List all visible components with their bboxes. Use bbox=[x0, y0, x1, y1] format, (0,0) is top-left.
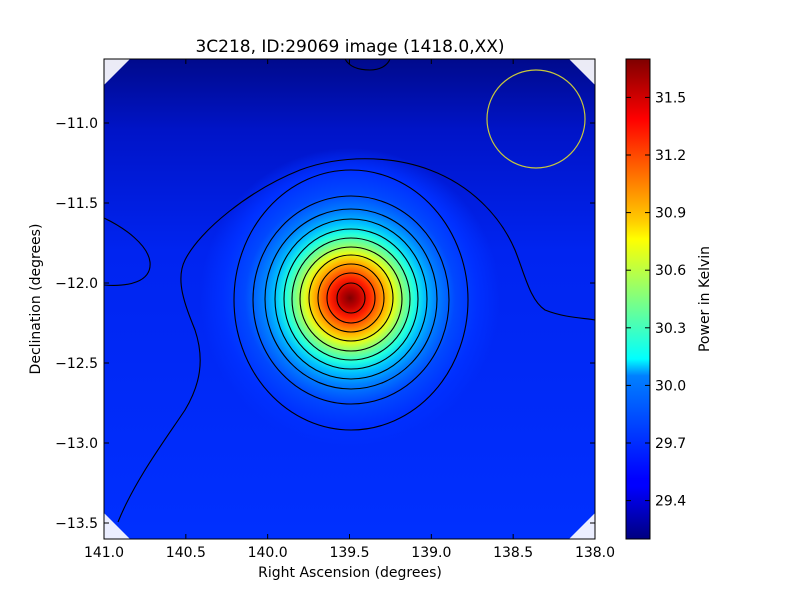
colorbar-tick-label: 30.6 bbox=[655, 263, 686, 279]
contour-level-4 bbox=[274, 218, 428, 380]
beam-circle bbox=[486, 69, 586, 169]
contour-level-2 bbox=[252, 195, 450, 405]
x-tick-label: 139.0 bbox=[411, 545, 451, 561]
blank-corner-bottom-left bbox=[104, 513, 130, 539]
y-axis-ticks: −11.0 −11.5 −12.0 −12.5 −13.0 −13.5 bbox=[55, 116, 595, 532]
x-tick-label: 141.0 bbox=[84, 545, 124, 561]
colorbar bbox=[625, 58, 651, 540]
y-tick-label: −11.5 bbox=[55, 196, 98, 212]
contour-level-7 bbox=[299, 246, 403, 352]
y-tick-label: −12.0 bbox=[55, 276, 98, 292]
contour-level-1 bbox=[233, 169, 469, 431]
y-tick-label: −13.5 bbox=[55, 516, 98, 532]
colorbar-ticks: 29.4 29.7 30.0 30.3 30.6 30.9 31.2 31.5 bbox=[626, 90, 686, 510]
x-tick-label: 140.0 bbox=[248, 545, 288, 561]
y-tick-label: −11.0 bbox=[55, 116, 98, 132]
colorbar-tick-label: 30.9 bbox=[655, 206, 686, 222]
contour-level-9 bbox=[317, 263, 385, 333]
x-tick-label: 138.0 bbox=[575, 545, 615, 561]
blank-corner-top-right bbox=[569, 59, 595, 85]
x-axis-label: Right Ascension (degrees) bbox=[258, 565, 442, 581]
colorbar-tick-label: 31.2 bbox=[655, 148, 686, 164]
contour-outer bbox=[117, 158, 595, 523]
colorbar-tick-label: 31.5 bbox=[655, 90, 686, 106]
contour-level-11 bbox=[336, 282, 366, 314]
colorbar-tick-label: 29.4 bbox=[655, 494, 686, 510]
contour-level-8 bbox=[308, 254, 394, 342]
plot-area bbox=[104, 59, 595, 539]
contour-top bbox=[344, 59, 391, 71]
contour-level-10 bbox=[326, 272, 376, 324]
source-emission bbox=[200, 138, 500, 458]
contour-level-6 bbox=[291, 237, 411, 361]
colorbar-label: Power in Kelvin bbox=[697, 246, 713, 352]
x-axis-ticks: 141.0 140.5 140.0 139.5 139.0 138.5 138.0 bbox=[84, 59, 615, 561]
colorbar-tick-label: 30.3 bbox=[655, 321, 686, 337]
contour-level-5 bbox=[283, 228, 419, 370]
colorbar-tick-label: 30.0 bbox=[655, 378, 686, 394]
x-tick-label: 140.5 bbox=[166, 545, 206, 561]
y-tick-label: −13.0 bbox=[55, 436, 98, 452]
y-tick-label: −12.5 bbox=[55, 356, 98, 372]
contour-lines bbox=[104, 59, 595, 523]
y-axis-label: Declination (degrees) bbox=[28, 224, 44, 375]
colorbar-tick-label: 29.7 bbox=[655, 436, 686, 452]
x-tick-label: 138.5 bbox=[493, 545, 533, 561]
blank-corner-top-left bbox=[104, 59, 130, 85]
x-tick-label: 139.5 bbox=[329, 545, 369, 561]
blank-corner-bottom-right bbox=[569, 513, 595, 539]
contour-left-lobe bbox=[104, 217, 151, 286]
contour-level-3 bbox=[264, 208, 438, 390]
chart-title: 3C218, ID:29069 image (1418.0,XX) bbox=[195, 37, 504, 57]
